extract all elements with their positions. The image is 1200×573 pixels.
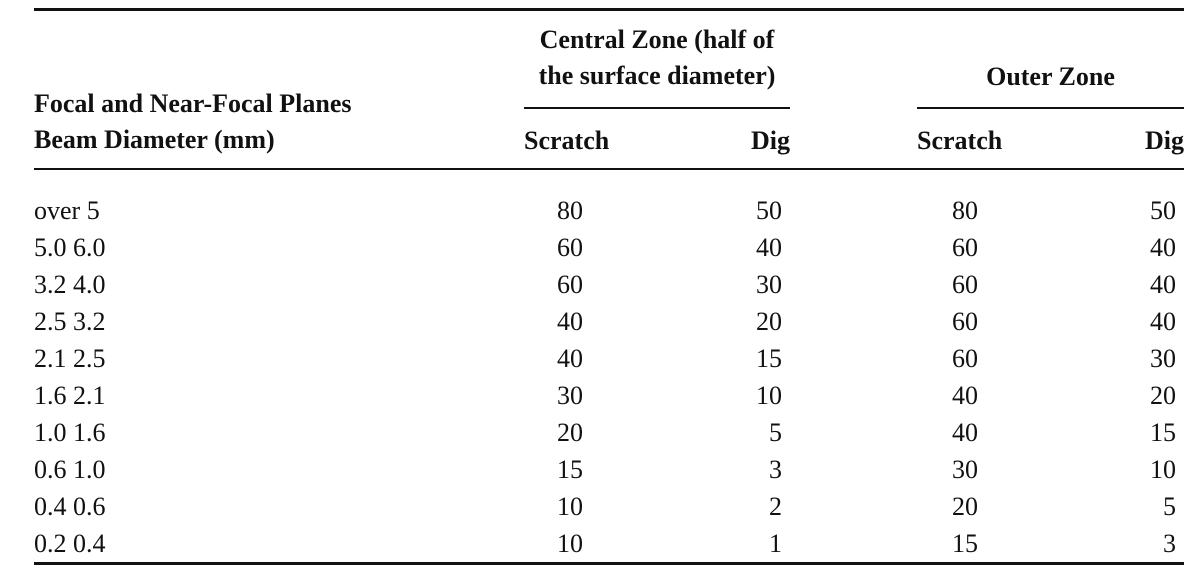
- outer-scratch-cell: 40: [952, 381, 978, 410]
- table-row: 0.2 0.4 10 1 15 3: [0, 525, 1200, 562]
- central-scratch-cell: 10: [557, 492, 583, 521]
- central-dig-cell: 1: [769, 529, 782, 558]
- beam-cell: 0.6 1.0: [34, 455, 106, 484]
- outer-dig-cell: 20: [1150, 381, 1176, 410]
- central-header-line1: Central Zone (half of: [539, 25, 775, 54]
- table-row: 5.0 6.0 60 40 60 40: [0, 229, 1200, 266]
- outer-scratch-header: Scratch: [917, 126, 1003, 155]
- beam-cell: 2.1 2.5: [34, 344, 106, 373]
- central-zone-header: Central Zone (half of the surface diamet…: [524, 22, 790, 94]
- beam-header-line1: Focal and Near-Focal Planes: [34, 89, 352, 118]
- central-dig-cell: 2: [769, 492, 782, 521]
- beam-cell: 3.2 4.0: [34, 270, 106, 299]
- central-scratch-cell: 40: [557, 307, 583, 336]
- outer-dig-cell: 30: [1150, 344, 1176, 373]
- outer-zone-header: Outer Zone: [986, 62, 1115, 91]
- outer-dig-cell: 40: [1150, 233, 1176, 262]
- beam-cell: over 5: [34, 196, 100, 225]
- central-scratch-cell: 10: [557, 529, 583, 558]
- table-row: 2.1 2.5 40 15 60 30: [0, 340, 1200, 377]
- central-dig-cell: 5: [769, 418, 782, 447]
- table-top-rule: [34, 8, 1184, 11]
- central-dig-header: Dig: [751, 126, 790, 155]
- central-scratch-cell: 80: [557, 196, 583, 225]
- central-header-line2: the surface diameter): [538, 61, 776, 90]
- beam-cell: 1.0 1.6: [34, 418, 106, 447]
- outer-scratch-cell: 20: [952, 492, 978, 521]
- table-row: 3.2 4.0 60 30 60 40: [0, 266, 1200, 303]
- beam-cell: 5.0 6.0: [34, 233, 106, 262]
- table-header-rule: [34, 168, 1184, 170]
- table-row: 1.0 1.6 20 5 40 15: [0, 414, 1200, 451]
- central-scratch-cell: 30: [557, 381, 583, 410]
- central-dig-cell: 30: [756, 270, 782, 299]
- outer-dig-cell: 15: [1150, 418, 1176, 447]
- table-bottom-rule: [34, 562, 1184, 565]
- central-zone-rule: [524, 107, 790, 109]
- beam-cell: 2.5 3.2: [34, 307, 106, 336]
- outer-scratch-cell: 30: [952, 455, 978, 484]
- outer-dig-cell: 40: [1150, 307, 1176, 336]
- central-dig-cell: 40: [756, 233, 782, 262]
- table-row: 0.6 1.0 15 3 30 10: [0, 451, 1200, 488]
- outer-dig-cell: 40: [1150, 270, 1176, 299]
- central-scratch-cell: 40: [557, 344, 583, 373]
- beam-cell: 1.6 2.1: [34, 381, 106, 410]
- central-dig-cell: 3: [769, 455, 782, 484]
- central-dig-cell: 10: [756, 381, 782, 410]
- outer-scratch-cell: 80: [952, 196, 978, 225]
- beam-cell: 0.4 0.6: [34, 492, 106, 521]
- central-scratch-cell: 15: [557, 455, 583, 484]
- table-row: 2.5 3.2 40 20 60 40: [0, 303, 1200, 340]
- central-scratch-cell: 20: [557, 418, 583, 447]
- outer-scratch-cell: 15: [952, 529, 978, 558]
- central-scratch-header: Scratch: [524, 126, 610, 155]
- outer-dig-cell: 10: [1150, 455, 1176, 484]
- beam-header-line2: Beam Diameter (mm): [34, 125, 275, 154]
- table-row: 0.4 0.6 10 2 20 5: [0, 488, 1200, 525]
- outer-dig-cell: 50: [1150, 196, 1176, 225]
- table-body: over 5 80 50 80 50 5.0 6.0 60 40 60 40 3…: [0, 192, 1200, 562]
- outer-scratch-cell: 60: [952, 233, 978, 262]
- beam-diameter-header: Focal and Near-Focal Planes Beam Diamete…: [34, 86, 351, 158]
- outer-scratch-cell: 60: [952, 270, 978, 299]
- central-scratch-cell: 60: [557, 233, 583, 262]
- central-dig-cell: 50: [756, 196, 782, 225]
- outer-zone-rule: [917, 107, 1184, 109]
- beam-cell: 0.2 0.4: [34, 529, 106, 558]
- outer-dig-header: Dig: [1145, 126, 1184, 155]
- table-row: 1.6 2.1 30 10 40 20: [0, 377, 1200, 414]
- outer-dig-cell: 3: [1163, 529, 1176, 558]
- outer-dig-cell: 5: [1163, 492, 1176, 521]
- outer-scratch-cell: 60: [952, 344, 978, 373]
- table-row: over 5 80 50 80 50: [0, 192, 1200, 229]
- outer-scratch-cell: 40: [952, 418, 978, 447]
- central-dig-cell: 20: [756, 307, 782, 336]
- outer-scratch-cell: 60: [952, 307, 978, 336]
- central-dig-cell: 15: [756, 344, 782, 373]
- central-scratch-cell: 60: [557, 270, 583, 299]
